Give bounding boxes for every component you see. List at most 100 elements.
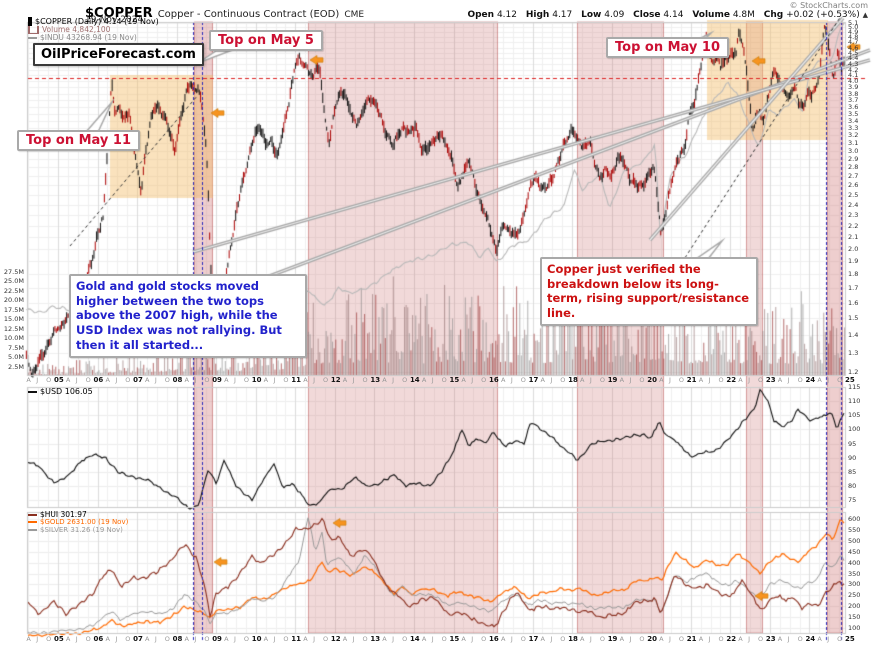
month-label: O [520,635,526,643]
volume-value: 4.8M [732,10,755,20]
month-label: A [303,635,308,643]
price-tick-label: 4.8 [848,33,859,42]
volume-tick-label: 15.0M [3,315,24,323]
month-label: A [500,635,506,643]
month-label: A [698,635,704,643]
legend-gold: $GOLD 2631.00 (19 Nov) [28,518,128,526]
month-label: J [115,376,118,384]
month-label: A [224,376,229,384]
year-label: 18 [568,376,578,384]
usd-tick-label: 80 [848,481,857,490]
year-label: 06 [93,376,104,384]
month-label: O [758,635,764,643]
month-label: J [708,376,711,384]
price-tick-label: 4.7 [848,38,859,47]
month-label: A [817,376,822,384]
month-label: A [619,635,625,643]
month-label: O [441,376,447,384]
price-tick-label: 2.4 [848,200,859,209]
month-label: J [550,635,553,643]
price-tick-label: 2.6 [848,181,859,190]
price-tick-label: 5.0 [848,23,859,32]
legend-copper-text: $COPPER (Daily) 4.14 (19 Nov) [35,17,159,26]
month-label: A [382,635,387,643]
line-icon [28,529,37,531]
year-label: 16 [489,376,499,384]
month-label: J [589,635,592,643]
instrument-name: Copper - Continuous Contract (EOD) [157,9,340,20]
price-tick-label: 1.6 [848,298,859,307]
month-label: O [481,376,487,384]
high-value: 4.17 [552,10,573,20]
year-label: 21 [686,635,697,643]
month-label: O [125,635,131,643]
month-label: O [639,635,645,643]
month-label: A [738,376,743,384]
price-tick-label: 3.7 [848,96,859,105]
chg-label: Chg [763,10,784,20]
month-label: A [65,376,71,384]
month-label: O [560,376,566,384]
price-tick-label: 4.6 [848,43,859,52]
year-label: 24 [805,635,816,643]
price-tick-label: 3.1 [848,138,859,147]
month-label: O [402,635,408,643]
month-label: J [75,635,78,643]
year-label: 07 [133,635,143,643]
price-tick-label: 3.2 [848,131,859,140]
year-label: 07 [133,376,143,384]
price-tick-label: 3.3 [848,123,859,132]
price-tick-label: 4.2 [848,65,859,74]
month-label: A [184,376,189,384]
year-label: 20 [647,376,657,384]
year-label: 23 [765,635,776,643]
price-tick-label: 4.3 [848,59,859,68]
price-tick-label: 3.5 [848,109,859,118]
year-label: 12 [330,376,341,384]
month-label: A [580,635,585,643]
month-label: A [303,376,308,384]
month-label: O [362,376,368,384]
year-label: 21 [686,376,697,384]
month-label: A [26,635,31,643]
price-tick-label: 3.9 [848,83,859,92]
price-tick-label: 4.0 [848,77,859,86]
month-label: J [233,635,236,643]
price-tick-label: 1.2 [848,367,859,376]
stockcharts-credit: © StockCharts.com [789,1,868,10]
year-label: 14 [409,635,420,643]
low-value: 4.09 [604,10,625,20]
month-label: O [797,635,803,643]
month-label: A [461,376,466,384]
year-label: 25 [845,376,855,384]
price-tick-label: 4.9 [848,28,859,37]
legend-indu-text: $INDU 43268.94 (19 Nov) [40,33,137,42]
month-label: O [164,376,170,384]
month-label: O [837,376,843,384]
month-label: J [36,376,39,384]
month-label: A [777,635,783,643]
month-label: A [263,376,269,384]
month-label: O [718,635,724,643]
year-label: 19 [607,635,618,643]
volume-tick-label: 22.5M [3,286,24,295]
month-label: O [243,635,249,643]
month-label: J [471,376,474,384]
open-label: Open [467,10,495,20]
price-tick-label: 2.9 [848,154,859,163]
month-label: A [580,376,585,384]
month-label: O [322,376,329,384]
usd-tick-label: 85 [848,467,857,476]
month-label: J [431,635,434,643]
volume-tick-label: 27.5M [3,267,24,276]
month-label: O [322,635,329,643]
month-label: A [421,376,427,384]
watermark-oilpriceforecast: OilPriceForecast.com [33,43,204,66]
year-label: 17 [528,635,539,643]
month-label: A [65,635,71,643]
month-label: J [194,376,197,384]
month-label: A [817,635,822,643]
year-label: 15 [449,376,460,384]
callout-top-may-10: Top on May 10 [606,37,730,58]
legend-volume-text: Volume 4,842,100 [42,25,111,34]
